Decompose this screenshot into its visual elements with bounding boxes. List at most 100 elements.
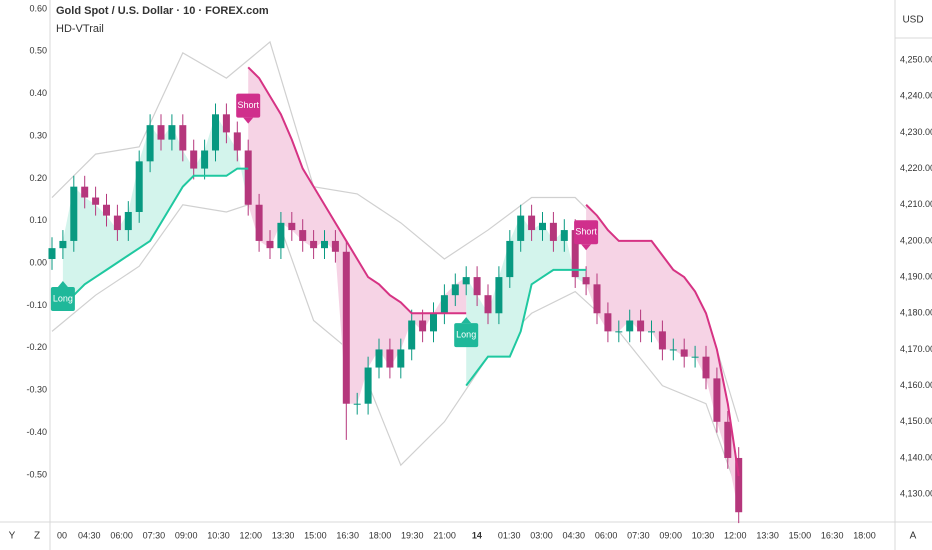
currency: USD (902, 15, 923, 26)
x-tick-label: 10:30 (692, 530, 715, 540)
candle-body (244, 150, 252, 205)
candle-body (331, 240, 339, 252)
candle-body (48, 248, 56, 260)
candle-body (680, 349, 688, 357)
x-tick-label: 10:30 (207, 530, 230, 540)
candle-body (168, 125, 176, 140)
signal-box (236, 93, 261, 118)
candle-body (430, 313, 437, 332)
candle-body (59, 240, 67, 249)
x-tick-label: 04:30 (78, 530, 101, 540)
y2-tick-label: 4,150.00 (900, 416, 932, 426)
y-tick-label: 0.50 (29, 46, 47, 56)
x-tick-label: 09:00 (659, 530, 682, 540)
trail-line (247, 66, 740, 477)
x-tick-label: 19:30 (401, 530, 424, 540)
y2-tick-label: 4,210.00 (900, 199, 932, 209)
y-tick-label: -0.40 (26, 427, 47, 437)
x-tick-label: 15:00 (789, 530, 812, 540)
signal-arrow (243, 117, 254, 124)
candle-body (495, 277, 503, 314)
candle-body (386, 349, 394, 368)
candle-body (582, 277, 590, 285)
button[interactable]: Y (9, 531, 16, 542)
candle-body (190, 150, 198, 169)
y-tick-label: 0.10 (29, 215, 47, 225)
candle-body (397, 349, 405, 368)
x-tick-label: 13:30 (756, 530, 779, 540)
candle-body (506, 240, 514, 278)
candle-body (146, 125, 154, 162)
y2-tick-label: 4,160.00 (900, 380, 932, 390)
candle-body (408, 320, 416, 350)
candle-body (549, 222, 557, 241)
candle-body (637, 320, 645, 332)
x-tick-label: 04:30 (563, 530, 586, 540)
candle-body (233, 132, 241, 151)
candle-body (299, 230, 307, 241)
candle-body (658, 331, 666, 350)
candle-body (440, 295, 448, 314)
band-lower (51, 196, 740, 495)
y2-tick-label: 4,170.00 (900, 344, 932, 354)
signal-arrow (461, 317, 472, 324)
candle-body (375, 349, 383, 368)
candle-body (626, 320, 634, 332)
candle-body (691, 356, 699, 358)
signal-label: Short (575, 227, 597, 237)
y-tick-label: -0.20 (26, 342, 47, 352)
candle-body (702, 356, 710, 379)
button[interactable]: A (910, 531, 917, 542)
candle-body (560, 230, 568, 241)
signal-arrow (57, 281, 68, 288)
candle-body (288, 222, 296, 231)
candle-body (484, 295, 492, 314)
candle-body (222, 114, 230, 133)
x-tick-label: 03:00 (530, 530, 553, 540)
candle-body (113, 215, 121, 231)
y-tick-label: -0.30 (26, 385, 47, 395)
candle-body (92, 197, 100, 205)
signal-box (454, 323, 479, 348)
candle-body (277, 222, 285, 249)
y2-tick-label: 4,230.00 (900, 127, 932, 137)
y2-tick-label: 4,190.00 (900, 271, 932, 281)
signal-label: Short (237, 100, 259, 110)
candle-body (593, 284, 601, 314)
candle-body (157, 125, 165, 140)
candle-body (669, 349, 677, 351)
y-tick-label: 0.30 (29, 130, 47, 140)
candle-body (135, 161, 143, 212)
y2-tick-label: 4,240.00 (900, 91, 932, 101)
signal-arrow (581, 244, 592, 251)
plot: Long Short Long Short (48, 40, 743, 524)
candle-body (364, 367, 372, 404)
y2-tick-label: 4,250.00 (900, 54, 932, 64)
candle-body (604, 313, 612, 332)
candle-body (124, 211, 132, 231)
candle-body (473, 277, 481, 296)
x-tick-label: 18:00 (369, 530, 392, 540)
trail-fill (586, 204, 739, 513)
candle-body (212, 114, 219, 151)
x-tick-label: 18:00 (853, 530, 876, 540)
x-tick-label: 15:00 (304, 530, 327, 540)
candle-body (462, 277, 470, 285)
signal-short: Short (236, 93, 261, 124)
candle-body (353, 403, 361, 405)
candle-body (735, 457, 743, 513)
candle-body (648, 331, 655, 333)
trail-fill (466, 215, 587, 386)
candle-body (266, 240, 274, 249)
y-tick-label: -0.10 (26, 300, 47, 310)
signal-label: Long (53, 293, 73, 303)
button[interactable]: Z (34, 531, 40, 542)
candle-body (321, 240, 328, 249)
x-tick-label: 13:30 (272, 530, 295, 540)
signal-label: Long (456, 330, 476, 340)
candle-body (342, 251, 350, 404)
candle-body (70, 186, 78, 241)
chart-title: Gold Spot / U.S. Dollar · 10 · FOREX.com (56, 5, 269, 17)
y-tick-label: 0.00 (29, 257, 47, 267)
